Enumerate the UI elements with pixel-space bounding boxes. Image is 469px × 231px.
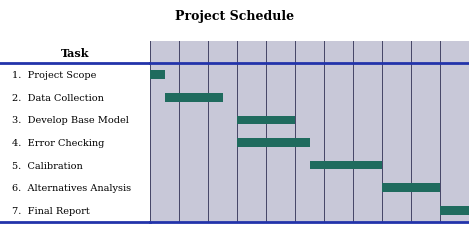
Text: 3.  Develop Base Model: 3. Develop Base Model (12, 116, 129, 125)
Text: 5.  Calibration: 5. Calibration (12, 161, 83, 170)
Text: 7.  Final Report: 7. Final Report (12, 206, 90, 215)
Text: Task: Task (61, 47, 89, 58)
Text: 2.  Data Collection: 2. Data Collection (12, 93, 104, 102)
Text: 6.  Alternatives Analysis: 6. Alternatives Analysis (12, 183, 131, 192)
Text: Project Schedule: Project Schedule (175, 10, 294, 23)
Text: 4.  Error Checking: 4. Error Checking (12, 138, 105, 147)
Text: 1.  Project Scope: 1. Project Scope (12, 71, 97, 80)
